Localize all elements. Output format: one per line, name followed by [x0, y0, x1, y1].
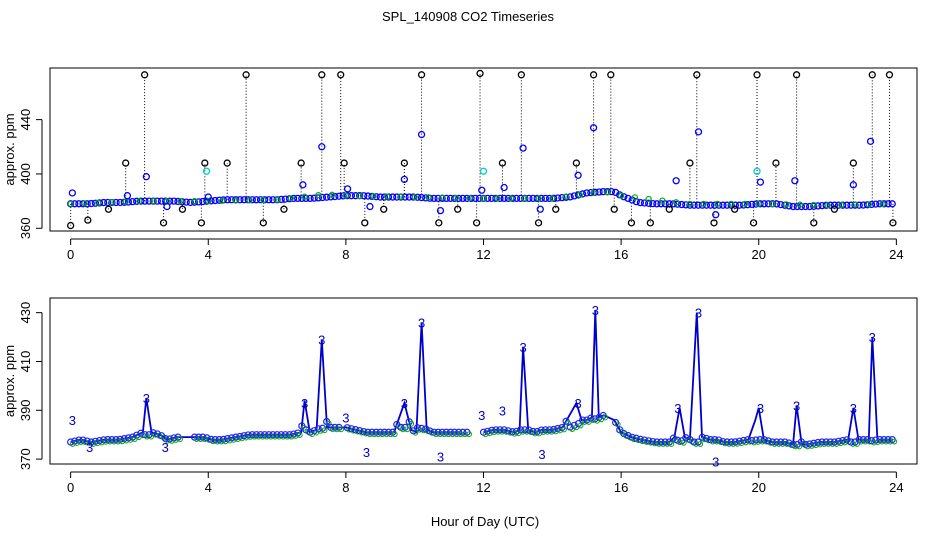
marker-label: 3 [401, 396, 408, 411]
y-tick-label: 390 [18, 399, 33, 421]
data-point-excursion [792, 178, 798, 184]
y-tick-label: 440 [18, 109, 33, 131]
marker-label: 3 [674, 401, 681, 416]
marker-label: 3 [850, 401, 857, 416]
marker-label: 3 [162, 440, 169, 455]
y-tick-label: 430 [18, 302, 33, 324]
y-tick-label: 400 [18, 163, 33, 185]
y-tick-label: 360 [18, 217, 33, 239]
marker-label: 3 [592, 303, 599, 318]
data-point-excursion [537, 206, 543, 212]
bottom-panel: 0 4 8 12 16 20 24370390410430approx. ppm333333… [2, 298, 917, 495]
marker-label: 3 [363, 445, 370, 460]
series-line-smoothed [71, 310, 893, 444]
marker-label: 3 [793, 398, 800, 413]
data-point-baseline [889, 201, 895, 207]
x-tick-label: 8 [342, 247, 349, 262]
marker-label: 3 [538, 447, 545, 462]
y-axis-label: approx. ppm [2, 345, 17, 417]
marker-label: 3 [418, 315, 425, 330]
x-tick-label: 0 [67, 247, 74, 262]
x-tick-label: 20 [752, 247, 766, 262]
x-tick-label: 24 [889, 480, 903, 495]
marker-label: 3 [695, 306, 702, 321]
x-tick-label: 24 [889, 247, 903, 262]
x-tick-label: 16 [614, 480, 628, 495]
data-point-excursion [367, 204, 373, 210]
y-axis-label: approx. ppm [2, 113, 17, 185]
x-tick-label: 16 [614, 247, 628, 262]
marker-label: 3 [86, 440, 93, 455]
data-point-excursion [345, 186, 351, 192]
data-point-excursion [69, 190, 75, 196]
data-point-excursion [696, 129, 702, 135]
marker-label: 3 [712, 455, 719, 470]
data-point-excursion [520, 145, 526, 151]
x-tick-label: 12 [476, 247, 490, 262]
x-tick-label: 0 [67, 480, 74, 495]
data-point-excursion [501, 185, 507, 191]
x-tick-label: 12 [476, 480, 490, 495]
data-point-cyan [481, 168, 487, 174]
data-point-excursion [673, 178, 679, 184]
marker-label: 3 [437, 450, 444, 465]
marker-label: 3 [342, 411, 349, 426]
y-tick-label: 370 [18, 448, 33, 470]
data-point-baseline [571, 193, 577, 199]
figure: 0 4 8 12 16 20 24360400440approx. ppm 0 4 8 12 16 2… [0, 0, 936, 540]
marker-label: 3 [301, 396, 308, 411]
marker-label: 3 [499, 403, 506, 418]
data-point-excursion [300, 182, 306, 188]
x-tick-label: 20 [752, 480, 766, 495]
x-tick-label: 4 [205, 247, 212, 262]
marker-label: 3 [478, 408, 485, 423]
marker-label: 3 [519, 340, 526, 355]
x-tick-label: 4 [205, 480, 212, 495]
x-axis-label: Hour of Day (UTC) [0, 514, 936, 529]
marker-label: 3 [69, 413, 76, 428]
y-tick-label: 410 [18, 351, 33, 373]
x-tick-label: 8 [342, 480, 349, 495]
data-point-excursion [757, 179, 763, 185]
data-point-excursion [479, 187, 485, 193]
marker-label: 3 [574, 396, 581, 411]
data-point-excursion [575, 172, 581, 178]
marker-label: 3 [143, 391, 150, 406]
top-panel: 0 4 8 12 16 20 24 360 400 440approx. ppm [2, 68, 917, 262]
marker-label: 3 [869, 330, 876, 345]
marker-label: 3 [757, 401, 764, 416]
marker-label: 3 [318, 333, 325, 348]
